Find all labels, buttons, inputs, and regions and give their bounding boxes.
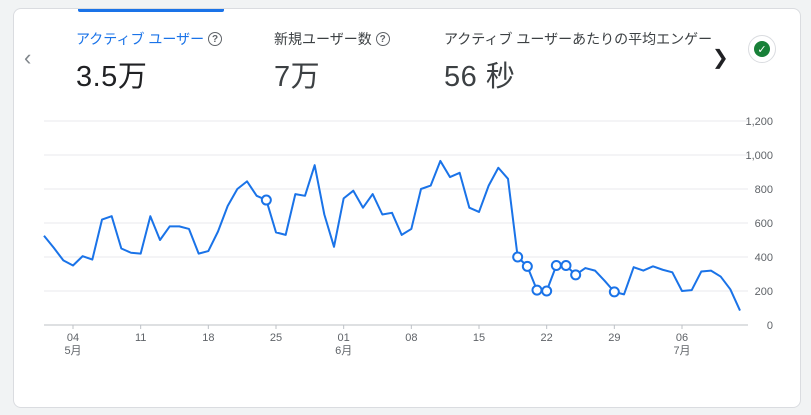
y-tick-label: 0 [767, 320, 773, 332]
metrics-card: ‹ アクティブ ユーザー? 3.5万 新規ユーザー数? 7万 アクティブ ユーザ… [13, 8, 801, 408]
y-tick-label: 200 [755, 286, 773, 298]
metric-value: 56 秒 [444, 61, 516, 93]
x-tick-label: 08 [405, 332, 417, 344]
chevron-left-icon[interactable]: ‹ [24, 45, 32, 70]
y-tick-label: 1,000 [745, 150, 773, 162]
anomaly-point [512, 251, 524, 263]
help-circle-icon[interactable]: ? [375, 32, 390, 46]
y-tick-label: 1,200 [745, 116, 773, 128]
x-tick-label: 01 [338, 332, 350, 344]
x-tick-label: 06 [676, 332, 688, 344]
y-tick-label: 800 [755, 184, 773, 196]
check-icon: ✓ [754, 41, 770, 57]
metric-label: アクティブ ユーザー [76, 31, 205, 47]
x-tick-label: 04 [67, 332, 79, 344]
anomaly-point [550, 260, 562, 271]
anomaly-point [260, 194, 272, 206]
x-tick-month-label: 7月 [673, 345, 690, 357]
check-circle-icon[interactable]: ✓ [748, 35, 776, 63]
metric-avg-engagement[interactable]: アクティブ ユーザーあたりの平均エンゲー 56 秒 [444, 29, 712, 95]
active-tab-indicator [78, 9, 224, 12]
metric-value: 7万 [274, 61, 321, 93]
metric-active-users[interactable]: アクティブ ユーザー? 3.5万 [76, 29, 223, 95]
anomaly-point [560, 260, 572, 271]
metric-label: アクティブ ユーザーあたりの平均エンゲー [444, 31, 713, 47]
x-tick-label: 11 [135, 332, 146, 344]
anomaly-point [521, 260, 533, 272]
y-tick-label: 400 [755, 252, 773, 264]
x-tick-label: 18 [202, 332, 214, 344]
series-line [43, 159, 741, 311]
x-tick-month-label: 5月 [64, 345, 81, 357]
x-tick-label: 29 [608, 332, 620, 344]
metric-label: 新規ユーザー数 [274, 31, 372, 47]
x-tick-label: 15 [473, 332, 485, 344]
y-tick-label: 600 [755, 218, 773, 230]
anomaly-point [608, 286, 620, 298]
x-tick-label: 22 [541, 332, 553, 344]
anomaly-point [541, 285, 553, 297]
anomaly-point [570, 269, 582, 281]
x-tick-label: 25 [270, 332, 282, 344]
help-circle-icon[interactable]: ? [208, 32, 223, 46]
anomaly-point [531, 284, 543, 296]
x-tick-month-label: 6月 [335, 345, 352, 357]
metric-value: 3.5万 [76, 61, 148, 93]
chevron-right-icon[interactable]: ❯ [712, 47, 729, 69]
metric-new-users[interactable]: 新規ユーザー数? 7万 [274, 29, 390, 95]
